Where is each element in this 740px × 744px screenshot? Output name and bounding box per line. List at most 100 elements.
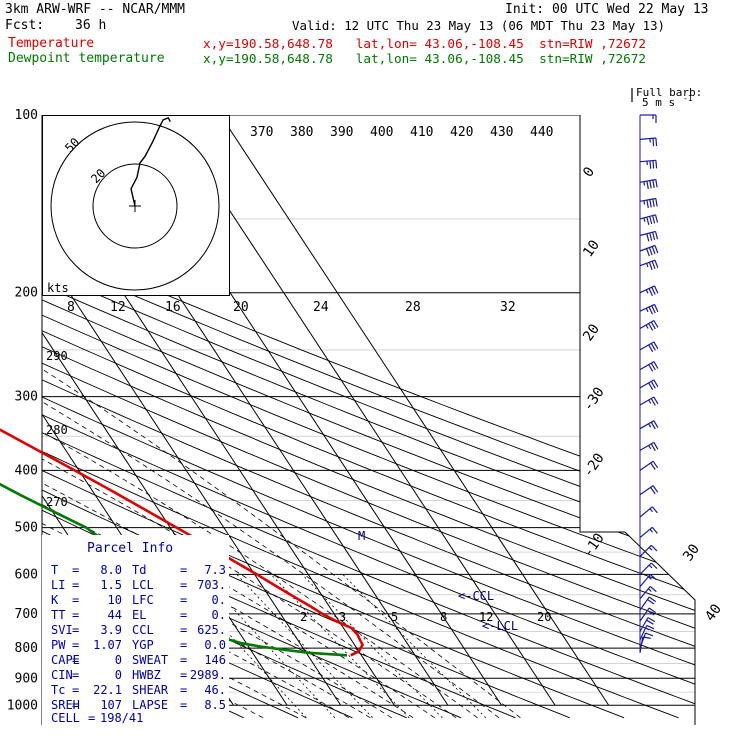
pressure-label: 800 bbox=[15, 641, 38, 656]
wind-barb-flag bbox=[646, 633, 654, 636]
wind-barb-flag bbox=[649, 289, 652, 296]
wind-barb-flag bbox=[656, 231, 658, 239]
wind-barb-staff bbox=[640, 486, 653, 495]
wind-barb bbox=[640, 380, 658, 390]
parcel-param-eq: = bbox=[180, 638, 187, 652]
wind-barb-flag bbox=[652, 507, 657, 513]
wind-barb bbox=[640, 597, 656, 610]
wind-barb-flag bbox=[647, 249, 650, 257]
isotherm-label: -30 bbox=[580, 384, 608, 414]
init-time: Init: 00 UTC Wed 22 May 13 bbox=[505, 3, 709, 17]
isotherm-label: -20 bbox=[580, 450, 608, 480]
parcel-param-eq: = bbox=[180, 623, 187, 637]
mixing-ratio-label: 8 bbox=[440, 610, 447, 624]
model-title: 3km ARW-WRF -- NCAR/MMM bbox=[5, 3, 185, 17]
wind-barb-flag bbox=[650, 529, 653, 532]
parcel-param-value: 0. bbox=[212, 608, 226, 622]
pressure-label: 500 bbox=[15, 521, 38, 536]
parcel-param-eq: = bbox=[180, 563, 187, 577]
parcel-param-name: CIN bbox=[51, 668, 73, 682]
wind-barb-flag bbox=[644, 182, 645, 186]
wind-barb-flag bbox=[652, 306, 655, 313]
wind-barb-flag bbox=[650, 200, 651, 208]
wind-barb-flag bbox=[646, 308, 648, 312]
isotherm-label: 30 bbox=[680, 541, 703, 564]
wind-barb-flag bbox=[655, 260, 658, 268]
theta-label: 390 bbox=[330, 125, 353, 140]
wind-barb-flag bbox=[647, 263, 648, 267]
barb-legend-units: 5 m s bbox=[642, 96, 675, 109]
pressure-label: 700 bbox=[15, 607, 38, 622]
isotherm-label: -10 bbox=[580, 530, 608, 560]
wind-barb-flag bbox=[652, 527, 657, 533]
parcel-param-eq: = bbox=[180, 608, 187, 622]
wind-barb-staff bbox=[640, 397, 654, 405]
isotherm-label: 0 bbox=[580, 164, 598, 180]
parcel-param-value: 0 bbox=[115, 653, 122, 667]
wind-barb-staff bbox=[640, 597, 649, 610]
wind-barb bbox=[640, 342, 658, 352]
parcel-param-value: 1.5 bbox=[100, 578, 122, 592]
wind-barb-staff bbox=[640, 380, 654, 388]
wind-barb bbox=[640, 199, 657, 209]
frame-right bbox=[580, 115, 695, 725]
isotherm-label: 20 bbox=[580, 321, 603, 344]
hodograph-unit: kts bbox=[47, 281, 69, 295]
parcel-param-eq: = bbox=[180, 698, 187, 712]
pressure-label: 600 bbox=[15, 567, 38, 582]
valid-time: Valid: 12 UTC Thu 23 May 13 (06 MDT Thu … bbox=[292, 19, 665, 33]
wind-barb-flag bbox=[649, 262, 652, 270]
moist-adiabat-label: 12 bbox=[110, 300, 126, 315]
level-marker: M bbox=[358, 529, 365, 543]
wind-barb bbox=[640, 608, 656, 621]
parcel-param-eq: = bbox=[72, 698, 79, 712]
parcel-param-value: 2989. bbox=[190, 668, 226, 682]
wind-barb-flag bbox=[651, 545, 657, 551]
parcel-param-eq: = bbox=[72, 563, 79, 577]
parcel-param-name: K bbox=[51, 593, 59, 607]
ccl-marker: <-CCL bbox=[458, 589, 494, 603]
wind-barb bbox=[640, 461, 658, 470]
parcel-param-eq: = bbox=[72, 623, 79, 637]
theta-label: 370 bbox=[250, 125, 273, 140]
wind-barb-staff bbox=[640, 575, 650, 587]
wind-barb bbox=[640, 115, 656, 123]
parcel-param-eq: = bbox=[180, 593, 187, 607]
isotherm-label: 40 bbox=[702, 601, 725, 624]
wind-barb-flag bbox=[652, 261, 655, 269]
wind-barb-flag bbox=[653, 216, 655, 224]
wind-barb-flag bbox=[649, 307, 652, 314]
parcel-param-value: 8.5 bbox=[204, 698, 226, 712]
parcel-param-value: 22.1 bbox=[93, 683, 122, 697]
parcel-param-eq: = bbox=[180, 683, 187, 697]
wind-barb-flag bbox=[650, 509, 653, 512]
wind-barb-flag bbox=[647, 625, 654, 628]
wind-barb-flag bbox=[653, 199, 654, 207]
theta-label: 400 bbox=[370, 125, 393, 140]
mixing-ratio-line bbox=[302, 574, 442, 718]
parcel-param-value: 3.9 bbox=[100, 623, 122, 637]
wind-barb-flag bbox=[649, 547, 652, 550]
wind-barb bbox=[640, 587, 656, 599]
wind-barb-flag bbox=[655, 246, 658, 254]
wind-barb-flag bbox=[653, 161, 654, 169]
moist-adiabat-label: 24 bbox=[313, 300, 329, 315]
wind-barb bbox=[640, 575, 656, 587]
wind-barb-staff bbox=[640, 362, 654, 370]
wind-barb bbox=[640, 563, 657, 574]
wind-barb-staff bbox=[640, 442, 654, 450]
wind-barb bbox=[640, 442, 658, 450]
parcel-cell-eq: = bbox=[88, 711, 95, 725]
wind-barb-flag bbox=[649, 565, 652, 568]
parcel-info-title: Parcel Info bbox=[87, 541, 173, 556]
parcel-param-eq: = bbox=[180, 668, 187, 682]
wind-barb-flag bbox=[656, 215, 658, 223]
wind-barb bbox=[640, 486, 658, 495]
temperature-location: x,y=190.58,648.78 lat,lon= 43.06,-108.45… bbox=[203, 37, 646, 51]
theta-label: 410 bbox=[410, 125, 433, 140]
wind-barb bbox=[640, 286, 658, 296]
isotherm-label: 10 bbox=[580, 237, 603, 260]
parcel-param-name: SVI bbox=[51, 623, 73, 637]
parcel-param-name: LCL bbox=[132, 578, 154, 592]
